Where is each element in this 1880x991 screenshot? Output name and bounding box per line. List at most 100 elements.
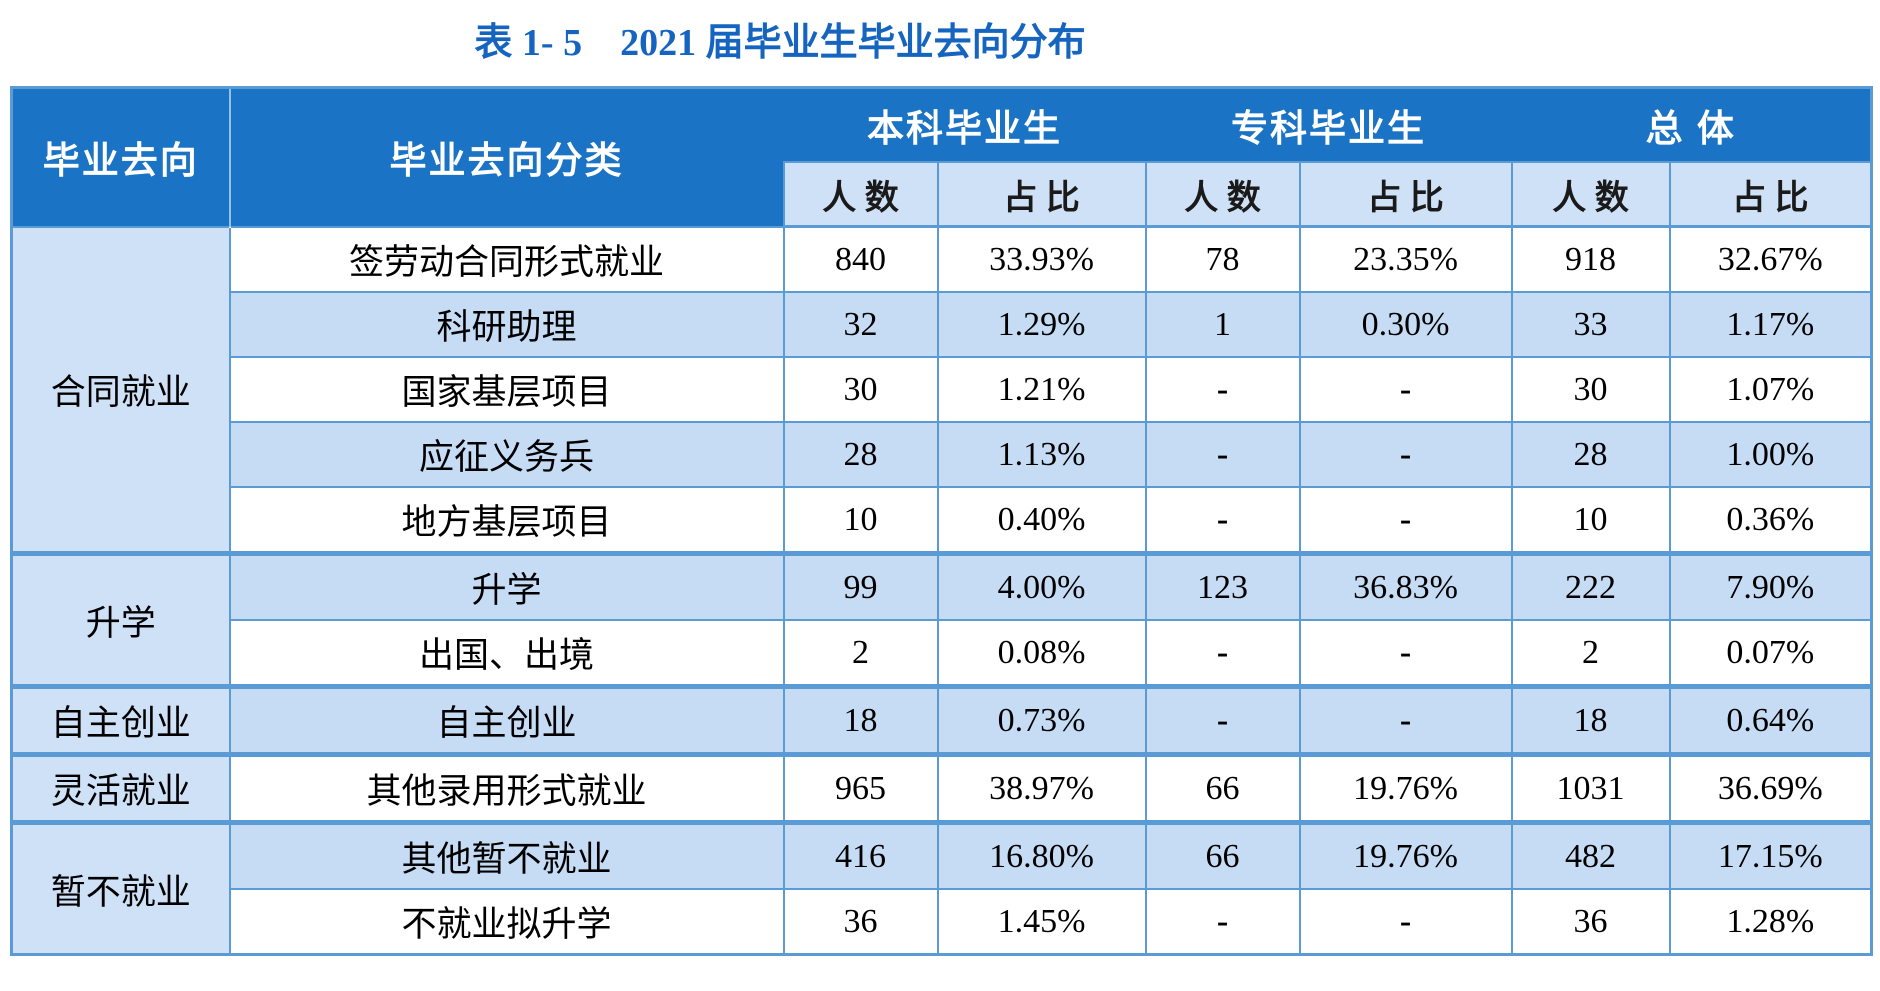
category-cell: 不就业拟升学 <box>228 888 785 956</box>
value-cell: 33 <box>1510 291 1671 358</box>
value-cell: - <box>1298 684 1513 756</box>
value-cell: 1.13% <box>936 421 1147 488</box>
value-cell: 1.21% <box>936 356 1147 423</box>
value-cell: 840 <box>782 225 939 293</box>
page-title: 表 1- 5 2021 届毕业生毕业去向分布 <box>474 22 1086 64</box>
category-cell: 应征义务兵 <box>228 421 785 488</box>
value-cell: 0.40% <box>936 486 1147 555</box>
category-cell: 国家基层项目 <box>228 356 785 423</box>
value-cell: - <box>1298 356 1513 423</box>
table-row: 地方基层项目 10 0.40% - -10 0.36% <box>12 486 1873 555</box>
table-row: 不就业拟升学 36 1.45% - -36 1.28% <box>12 888 1873 956</box>
value-cell: 99 <box>782 551 939 621</box>
value-cell: 30 <box>782 356 939 423</box>
category-cell: 科研助理 <box>228 291 785 358</box>
value-cell: 1.45% <box>936 888 1147 956</box>
value-cell: 16.80% <box>936 820 1147 890</box>
destination-cell: 升学 <box>10 551 231 688</box>
value-cell: 18 <box>782 684 939 756</box>
category-cell: 自主创业 <box>228 684 785 756</box>
sub-header-ratio: 占 比 <box>1668 161 1873 228</box>
value-cell: - <box>1298 619 1513 688</box>
value-cell: 32 <box>782 291 939 358</box>
value-cell: 0.07% <box>1668 619 1873 688</box>
value-cell: 918 <box>1510 225 1671 293</box>
group-header-overall: 总 体 <box>1511 87 1872 162</box>
value-cell: 1.00% <box>1668 421 1873 488</box>
col-header-destination: 毕业去向 <box>11 87 231 227</box>
category-cell: 升学 <box>228 551 785 621</box>
value-cell: 33.93% <box>936 225 1147 293</box>
value-cell: 0.73% <box>936 684 1147 756</box>
col-header-category: 毕业去向分类 <box>229 87 784 227</box>
category-cell: 其他暂不就业 <box>228 820 785 890</box>
table-row: 灵活就业 其他录用形式就业 965 38.97% 66 19.76% 1031 36.69% <box>10 752 1873 824</box>
value-cell: 36 <box>1510 888 1671 956</box>
value-cell: 1.28% <box>1668 888 1873 956</box>
value-cell: 30 <box>1510 356 1671 423</box>
category-cell: 出国、出境 <box>228 619 785 688</box>
value-cell: 1.17% <box>1668 291 1873 358</box>
value-cell: - <box>1144 486 1301 555</box>
value-cell: 4.00% <box>936 551 1147 621</box>
value-cell: 0.64% <box>1668 684 1873 756</box>
table-row: 国家基层项目 30 1.21% - -30 1.07% <box>12 356 1873 423</box>
value-cell: 416 <box>782 820 939 890</box>
value-cell: 0.08% <box>936 619 1147 688</box>
graduation-destination-table: 毕业去向 毕业去向分类 本科毕业生 专科毕业生 总 体 人 数 占 比 人 数 … <box>10 86 1873 956</box>
value-cell: 222 <box>1510 551 1671 621</box>
value-cell: 19.76% <box>1298 820 1513 890</box>
value-cell: 66 <box>1144 820 1301 890</box>
table-header: 毕业去向 毕业去向分类 本科毕业生 专科毕业生 总 体 人 数 占 比 人 数 … <box>11 87 1873 228</box>
value-cell: - <box>1298 486 1513 555</box>
value-cell: 23.35% <box>1298 225 1513 293</box>
value-cell: 32.67% <box>1668 225 1873 293</box>
header-row-groups: 毕业去向 毕业去向分类 本科毕业生 专科毕业生 总 体 <box>11 87 1872 227</box>
value-cell: - <box>1144 684 1301 756</box>
value-cell: 66 <box>1144 752 1301 824</box>
value-cell: - <box>1144 421 1301 488</box>
table-row: 升学 升学 99 4.00% 123 36.83% 222 7.90% <box>10 551 1873 688</box>
value-cell: - <box>1298 888 1513 956</box>
value-cell: 2 <box>1510 619 1671 688</box>
value-cell: 19.76% <box>1298 752 1513 824</box>
table-row: 科研助理 32 1.29% 1 0.30% 33 1.17% <box>12 291 1873 358</box>
category-cell: 签劳动合同形式就业 <box>228 225 785 293</box>
category-cell: 其他录用形式就业 <box>228 752 785 824</box>
sub-header-ratio: 占 比 <box>936 161 1147 228</box>
table-row: 合同就业 签劳动合同形式就业 840 33.93% 78 23.35% 918 32.67% <box>10 225 1873 555</box>
value-cell: 10 <box>1510 486 1671 555</box>
sub-header-count: 人 数 <box>1510 161 1671 228</box>
value-cell: 7.90% <box>1668 551 1873 621</box>
sub-header-count: 人 数 <box>782 161 939 228</box>
value-cell: 38.97% <box>936 752 1147 824</box>
value-cell: 2 <box>782 619 939 688</box>
value-cell: 1.07% <box>1668 356 1873 423</box>
value-cell: 1.29% <box>936 291 1147 358</box>
sub-header-ratio: 占 比 <box>1298 161 1513 228</box>
value-cell: - <box>1144 356 1301 423</box>
table-row: 出国、出境 2 0.08% - -2 0.07% <box>12 619 1873 688</box>
value-cell: 965 <box>782 752 939 824</box>
value-cell: 1031 <box>1510 752 1671 824</box>
table-row: 应征义务兵 28 1.13% - -28 1.00% <box>12 421 1873 488</box>
destination-cell: 暂不就业 <box>10 820 231 956</box>
value-cell: 36.69% <box>1668 752 1873 824</box>
value-cell: 1 <box>1144 291 1301 358</box>
value-cell: 10 <box>782 486 939 555</box>
destination-cell: 合同就业 <box>10 225 231 555</box>
group-header-junior-college: 专科毕业生 <box>1145 87 1512 162</box>
value-cell: 28 <box>1510 421 1671 488</box>
header-row-sub: 人 数 占 比 人 数 占 比 人 数 占 比 <box>12 161 1873 228</box>
sub-header-count: 人 数 <box>1144 161 1301 228</box>
table-row: 自主创业 自主创业 18 0.73% - -18 0.64% <box>10 684 1873 756</box>
value-cell: - <box>1144 619 1301 688</box>
value-cell: 0.36% <box>1668 486 1873 555</box>
value-cell: - <box>1144 888 1301 956</box>
value-cell: - <box>1298 421 1513 488</box>
value-cell: 0.30% <box>1298 291 1513 358</box>
category-cell: 地方基层项目 <box>228 486 785 555</box>
value-cell: 17.15% <box>1668 820 1873 890</box>
destination-cell: 灵活就业 <box>10 752 231 824</box>
value-cell: 18 <box>1510 684 1671 756</box>
